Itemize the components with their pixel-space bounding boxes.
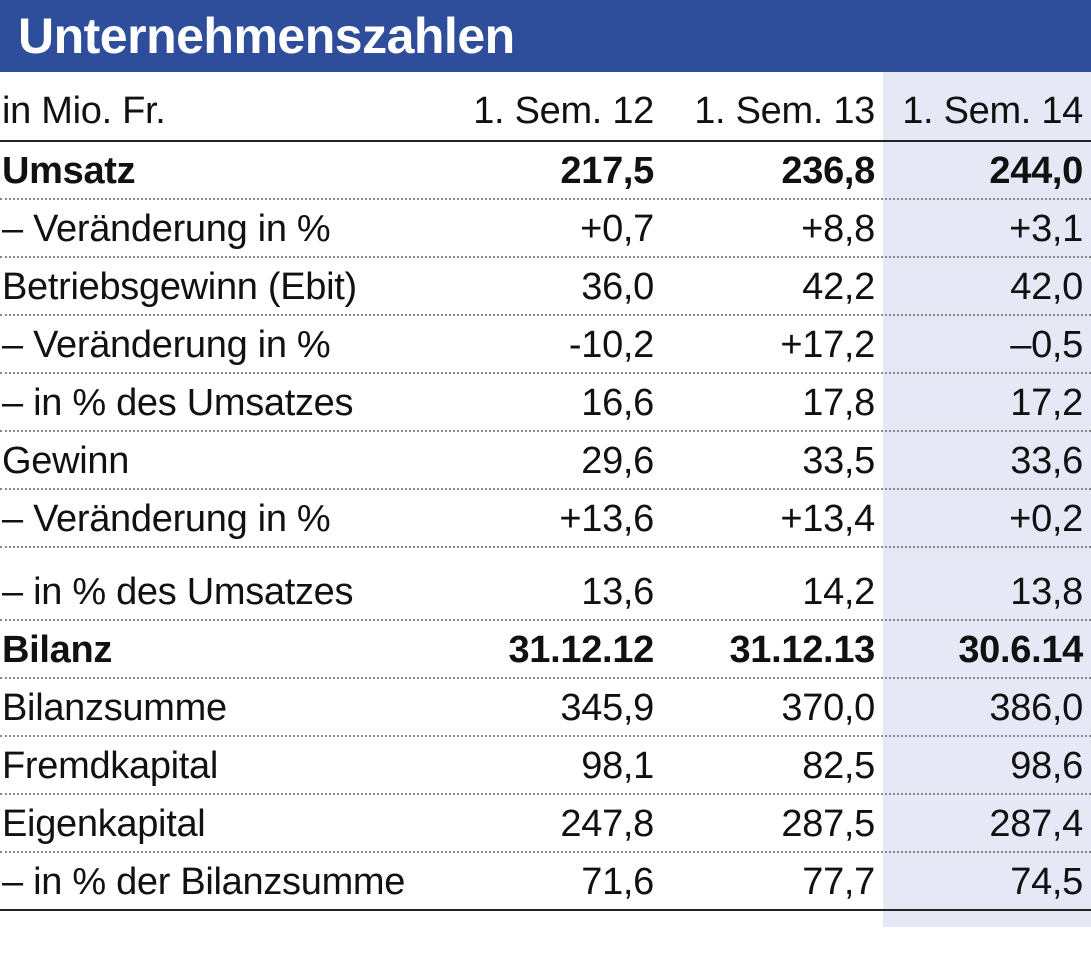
row-value-col-3: 42,0	[1010, 266, 1083, 308]
table-row: Fremdkapital 98,1 82,5 98,6	[0, 737, 1091, 795]
page-title: Unternehmenszahlen	[18, 8, 515, 64]
row-value-col-2: 77,7	[802, 861, 875, 903]
row-value-col-3: 244,0	[989, 150, 1083, 192]
table-row: Eigenkapital 247,8 287,5 287,4	[0, 795, 1091, 853]
row-value-col-2: +17,2	[780, 324, 875, 366]
row-value-col-3: 74,5	[1010, 861, 1083, 903]
row-value-col-2: 82,5	[802, 745, 875, 787]
row-label: Umsatz	[2, 150, 136, 192]
row-label: – Veränderung in %	[2, 208, 331, 250]
row-label: Betriebsgewinn (Ebit)	[2, 266, 357, 308]
table-header: in Mio. Fr. 1. Sem. 12 1. Sem. 13 1. Sem…	[0, 72, 1091, 142]
table-row: – in % der Bilanzsumme 71,6 77,7 74,5	[0, 853, 1091, 911]
row-label: – Veränderung in %	[2, 498, 331, 540]
table-row: – in % des Umsatzes 16,6 17,8 17,2	[0, 374, 1091, 432]
data-table: in Mio. Fr. 1. Sem. 12 1. Sem. 13 1. Sem…	[0, 72, 1091, 911]
row-label: – Veränderung in %	[2, 324, 331, 366]
row-value-col-2: 33,5	[802, 440, 875, 482]
header-col-2: 1. Sem. 13	[694, 90, 875, 132]
row-value-col-2: 236,8	[781, 150, 875, 192]
row-value-col-3: 17,2	[1010, 382, 1083, 424]
row-value-col-1: 36,0	[581, 266, 654, 308]
row-value-col-1: +13,6	[559, 498, 654, 540]
row-label: – in % des Umsatzes	[2, 382, 354, 424]
table-body: Umsatz 217,5 236,8 244,0 – Veränderung in % +…	[0, 142, 1091, 911]
row-value-col-3: 98,6	[1010, 745, 1083, 787]
row-value-col-2: 42,2	[802, 266, 875, 308]
header-col-1: 1. Sem. 12	[473, 90, 654, 132]
row-value-col-1: 217,5	[560, 150, 654, 192]
table-row: – Veränderung in % -10,2 +17,2 –0,5	[0, 316, 1091, 374]
row-label: Bilanzsumme	[2, 687, 227, 729]
highlight-column	[883, 72, 1091, 927]
table-row: Gewinn 29,6 33,5 33,6	[0, 432, 1091, 490]
table-row: Betriebsgewinn (Ebit) 36,0 42,2 42,0	[0, 258, 1091, 316]
row-value-col-1: 98,1	[581, 745, 654, 787]
row-value-col-1: 29,6	[581, 440, 654, 482]
row-value-col-2: 17,8	[802, 382, 875, 424]
table-row: Bilanz 31.12.12 31.12.13 30.6.14	[0, 621, 1091, 679]
row-value-col-1: 13,6	[581, 571, 654, 613]
row-value-col-1: -10,2	[568, 324, 654, 366]
row-value-col-1: 16,6	[581, 382, 654, 424]
row-label: – in % der Bilanzsumme	[2, 861, 406, 903]
row-value-col-2: 370,0	[781, 687, 875, 729]
row-value-col-3: 33,6	[1010, 440, 1083, 482]
row-value-col-2: +8,8	[801, 208, 875, 250]
table-row: – Veränderung in % +0,7 +8,8 +3,1	[0, 200, 1091, 258]
row-label: Bilanz	[2, 629, 113, 671]
header-col-3: 1. Sem. 14	[902, 90, 1083, 132]
table-row: Umsatz 217,5 236,8 244,0	[0, 142, 1091, 200]
table-row: – Veränderung in % +13,6 +13,4 +0,2	[0, 490, 1091, 548]
header-unit-label: in Mio. Fr.	[2, 90, 166, 132]
row-value-col-1: 71,6	[581, 861, 654, 903]
row-value-col-1: 247,8	[560, 803, 654, 845]
row-value-col-2: 287,5	[781, 803, 875, 845]
row-value-col-2: 14,2	[802, 571, 875, 613]
row-value-col-3: 30.6.14	[958, 629, 1083, 671]
row-value-col-3: 13,8	[1010, 571, 1083, 613]
row-label: Fremdkapital	[2, 745, 219, 787]
row-value-col-1: 345,9	[560, 687, 654, 729]
row-value-col-3: 287,4	[989, 803, 1083, 845]
row-value-col-3: –0,5	[1010, 324, 1083, 366]
row-label: – in % des Umsatzes	[2, 571, 354, 613]
row-value-col-1: +0,7	[580, 208, 654, 250]
row-value-col-2: 31.12.13	[729, 629, 875, 671]
row-value-col-1: 31.12.12	[508, 629, 654, 671]
row-label: Gewinn	[2, 440, 130, 482]
row-value-col-3: +0,2	[1009, 498, 1083, 540]
title-bar: Unternehmenszahlen	[0, 0, 1091, 72]
row-label: Eigenkapital	[2, 803, 206, 845]
table-row: Bilanzsumme 345,9 370,0 386,0	[0, 679, 1091, 737]
table-row: – in % des Umsatzes 13,6 14,2 13,8	[0, 548, 1091, 621]
row-value-col-3: +3,1	[1009, 208, 1083, 250]
row-value-col-3: 386,0	[989, 687, 1083, 729]
row-value-col-2: +13,4	[780, 498, 875, 540]
